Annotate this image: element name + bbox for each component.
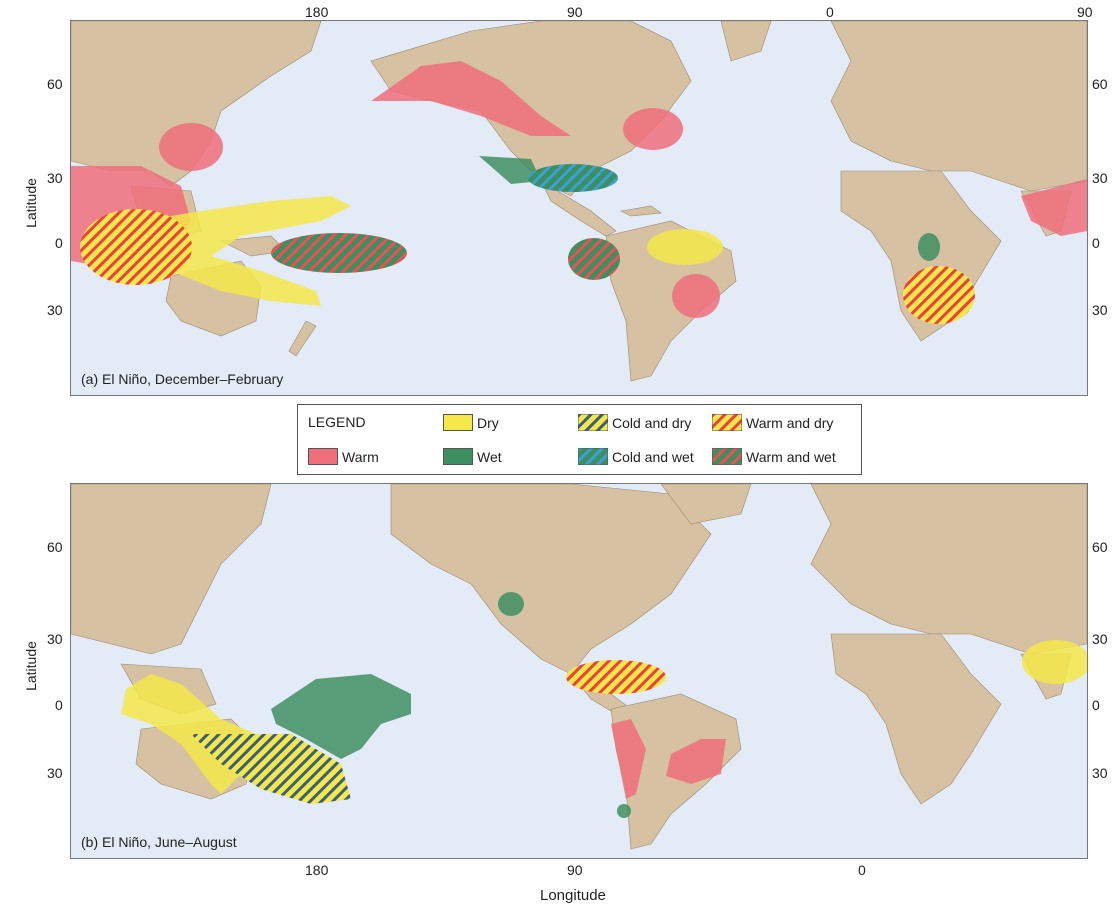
warm-wet-region-pacific [271, 233, 407, 273]
lon-tick-180-bottom: 180 [305, 862, 329, 878]
lat-tick-0-right: 0 [1092, 235, 1100, 251]
lat-tick-60-right: 60 [1092, 76, 1108, 92]
lon-tick-0-bottom: 0 [858, 862, 866, 878]
legend-item-warm: Warm [308, 448, 379, 465]
dry-swatch [443, 414, 473, 431]
climate-regions-a [71, 61, 1087, 324]
legend-item-wet: Wet [443, 448, 502, 465]
lat-tick-30-b: 30 [47, 631, 63, 647]
legend-item-cold-wet: Cold and wet [578, 448, 694, 465]
legend-item-cold-dry: Cold and dry [578, 414, 691, 431]
lat-tick-0-b-right: 0 [1092, 697, 1100, 713]
lat-tick-60-b-right: 60 [1092, 539, 1108, 555]
lat-tick-30s-b: 30 [47, 765, 63, 781]
lat-tick-30-right: 30 [1092, 170, 1108, 186]
cold-wet-swatch [578, 448, 608, 465]
warm-region-south-asia [1021, 179, 1087, 236]
latitude-label-a: Latitude [23, 178, 39, 228]
cold-dry-swatch [578, 414, 608, 431]
climate-regions-b [121, 592, 1087, 818]
legend-item-warm-wet: Warm and wet [712, 448, 836, 465]
legend-item-dry: Dry [443, 414, 499, 431]
warm-wet-swatch [712, 448, 742, 465]
warm-region-chile [611, 719, 646, 799]
wet-region-southwest-us [479, 156, 541, 184]
warm-wet-region-ecuador [568, 238, 620, 280]
legend: LEGEND Warm Dry Wet Cold and dry Cold an… [297, 404, 862, 475]
dry-region-brazil [647, 229, 723, 265]
lon-tick-180-top: 180 [305, 4, 329, 20]
warm-dry-region-central-america [566, 660, 666, 694]
legend-title: LEGEND [308, 414, 366, 430]
wet-region-pacific [271, 674, 411, 759]
lat-tick-30-b-right: 30 [1092, 631, 1108, 647]
lat-tick-60: 60 [47, 76, 63, 92]
lon-tick-90-bottom: 90 [567, 862, 583, 878]
warm-region-southern-brazil [672, 274, 720, 318]
land-masses-b [71, 484, 1087, 850]
lat-tick-30s: 30 [47, 302, 63, 318]
latitude-label-b: Latitude [23, 641, 39, 691]
legend-item-warm-dry: Warm and dry [712, 414, 833, 431]
warm-region-southeast-canada [623, 108, 683, 150]
dry-region-india [1022, 640, 1087, 684]
warm-region-southern-brazil-b [666, 739, 726, 784]
lat-tick-0: 0 [55, 235, 63, 251]
map-panel-b: (b) El Niño, June–August [70, 483, 1088, 859]
panel-a-caption: (a) El Niño, December–February [81, 371, 284, 387]
warm-dry-region-southern-africa [903, 266, 975, 324]
cold-wet-region-gulf [528, 164, 618, 192]
lat-tick-30s-right: 30 [1092, 302, 1108, 318]
warm-dry-region-indonesia [80, 209, 192, 285]
wet-swatch [443, 448, 473, 465]
longitude-label: Longitude [540, 887, 606, 904]
lat-tick-30: 30 [47, 170, 63, 186]
cold-dry-region-australia [191, 734, 351, 804]
map-panel-a: (a) El Niño, December–February [70, 20, 1088, 396]
lat-tick-60-b: 60 [47, 539, 63, 555]
wet-region-patagonia [617, 804, 631, 818]
lon-tick-90e-top: 90 [1077, 4, 1093, 20]
lat-tick-0-b: 0 [55, 697, 63, 713]
warm-swatch [308, 448, 338, 465]
lat-tick-30s-b-right: 30 [1092, 765, 1108, 781]
panel-b-caption: (b) El Niño, June–August [81, 834, 237, 850]
wet-region-rockies [498, 592, 524, 616]
wet-region-east-africa [918, 233, 940, 261]
lon-tick-0-top: 0 [826, 4, 834, 20]
warm-region-alaska-canada [371, 61, 571, 136]
warm-dry-swatch [712, 414, 742, 431]
warm-region-east-asia [159, 123, 223, 171]
lon-tick-90-top: 90 [567, 4, 583, 20]
